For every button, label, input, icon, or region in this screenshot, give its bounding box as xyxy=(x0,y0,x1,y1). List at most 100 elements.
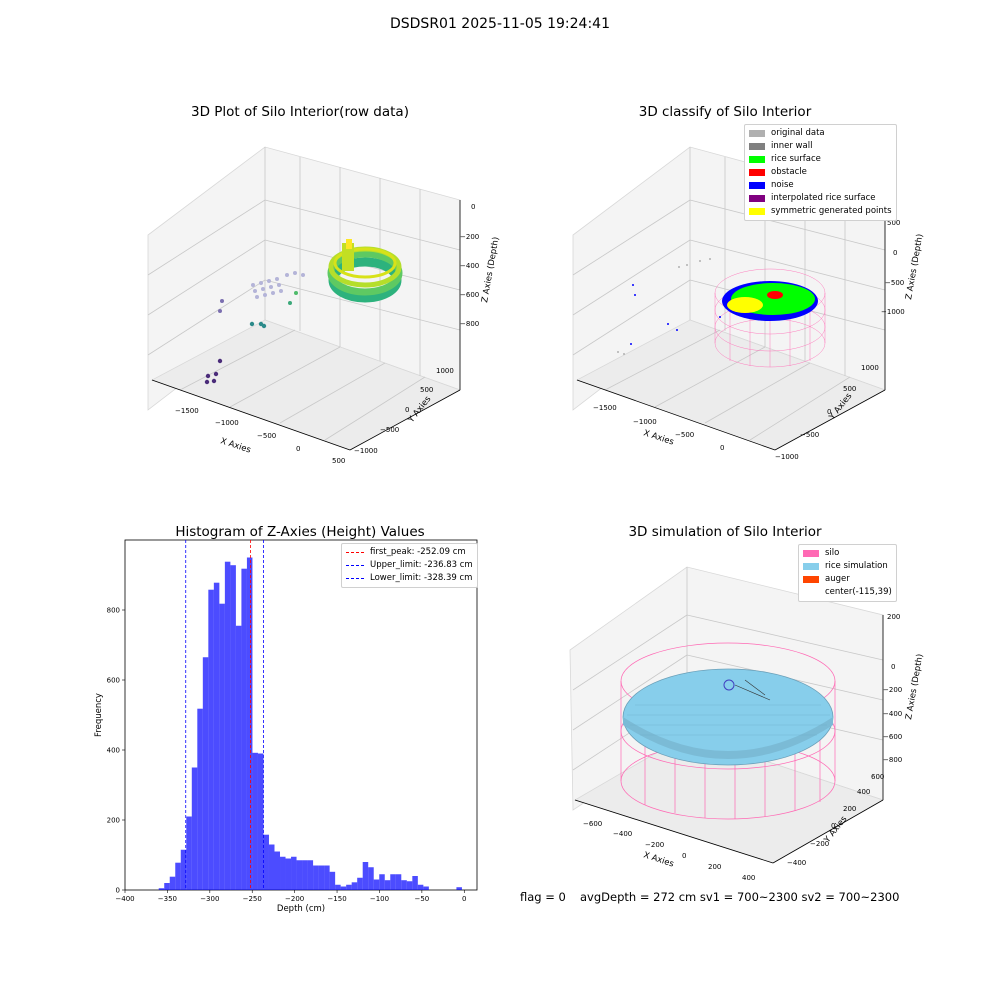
legend-item: silo xyxy=(803,547,892,560)
raw-xtick: 0 xyxy=(296,445,300,453)
legend-item: noise xyxy=(749,179,892,192)
histogram-bar xyxy=(318,865,325,890)
histogram-bar xyxy=(379,874,385,890)
histogram-bar xyxy=(390,874,396,890)
legend-item: Upper_limit: -236.83 cm xyxy=(346,559,473,572)
histogram-bar xyxy=(357,877,363,890)
histogram-bar xyxy=(235,625,242,890)
raw-ztick: −600 xyxy=(460,291,479,299)
histogram-bar xyxy=(296,860,303,890)
legend-line xyxy=(346,578,364,579)
histogram-bar xyxy=(285,858,292,890)
simulation-plot-title: 3D simulation of Silo Interior xyxy=(628,524,822,540)
legend-item: center(-115,39) xyxy=(803,586,892,599)
simulation-legend: silo rice simulation auger center(-115,3… xyxy=(798,544,897,602)
legend-swatch xyxy=(803,589,819,596)
histogram-xtick-label: −250 xyxy=(243,895,262,903)
histogram-bar xyxy=(257,753,264,890)
legend-swatch xyxy=(749,195,765,202)
histogram-bar xyxy=(291,856,297,890)
flag-text: flag = 0 xyxy=(520,890,566,904)
histogram-yticks: 0 200 400 600 800 xyxy=(107,607,125,895)
histogram-bar xyxy=(213,582,220,890)
classify-zlabel: Z Axies (Depth) xyxy=(904,233,925,300)
histogram-xtick-label: −50 xyxy=(414,895,429,903)
histogram-ytick-label: 800 xyxy=(107,607,120,615)
raw-xtick: −500 xyxy=(257,432,276,440)
histogram-bar xyxy=(401,880,407,890)
histogram-legend: first_peak: -252.09 cm Upper_limit: -236… xyxy=(341,543,478,588)
histogram-bar xyxy=(169,876,176,890)
raw-ztick: 0 xyxy=(471,203,475,211)
legend-item: Lower_limit: -328.39 cm xyxy=(346,572,473,585)
simulation-xtick: −400 xyxy=(613,830,632,838)
raw-ytick: −500 xyxy=(380,426,399,434)
histogram-ylabel: Frequency xyxy=(94,693,104,737)
histogram-xlabel: Depth (cm) xyxy=(277,904,325,914)
figure-title: DSDSR01 2025-11-05 19:24:41 xyxy=(389,16,610,32)
legend-label: rice surface xyxy=(771,154,821,164)
histogram-bar xyxy=(197,708,203,890)
raw-ytick: −1000 xyxy=(354,447,378,455)
legend-label: noise xyxy=(771,180,794,190)
histogram-xtick-label: 0 xyxy=(462,895,466,903)
histogram-xtick-label: −300 xyxy=(200,895,219,903)
histogram-bar xyxy=(252,752,258,890)
legend-label: original data xyxy=(771,128,825,138)
simulation-ytick: 600 xyxy=(871,773,884,781)
raw-plot-title: 3D Plot of Silo Interior(row data) xyxy=(191,104,409,120)
legend-label: obstacle xyxy=(771,167,807,177)
histogram-bar xyxy=(241,568,247,890)
simulation-ytick: 200 xyxy=(843,805,856,813)
legend-item: rice simulation xyxy=(803,560,892,573)
raw-zlabel: Z Axies (Depth) xyxy=(480,236,500,303)
raw-xtick: −1500 xyxy=(175,407,199,415)
histogram-bar xyxy=(191,767,198,890)
legend-swatch xyxy=(803,550,819,557)
classify-xtick: −1500 xyxy=(593,404,617,412)
histogram-bar xyxy=(180,849,187,890)
simulation-ytick: −400 xyxy=(787,859,806,867)
classify-ztick: 500 xyxy=(887,219,900,227)
legend-item: first_peak: -252.09 cm xyxy=(346,546,473,559)
histogram-vlines xyxy=(185,540,264,890)
raw-ztick: −400 xyxy=(460,262,479,270)
histogram-bar xyxy=(412,876,418,890)
simulation-xtick: 200 xyxy=(708,863,721,871)
raw-ztick: −200 xyxy=(460,233,479,241)
legend-label: symmetric generated points xyxy=(771,206,892,216)
classify-xtick: −500 xyxy=(675,431,694,439)
classify-legend: original data inner wall rice surface ob… xyxy=(744,124,897,221)
legend-item: rice surface xyxy=(749,153,892,166)
raw-point-cloud xyxy=(204,239,403,385)
histogram-bar xyxy=(230,565,236,890)
simulation-xtick: 400 xyxy=(742,874,755,882)
histogram-bar xyxy=(335,884,341,890)
histogram-bar xyxy=(417,884,424,890)
histogram-bar xyxy=(329,871,336,890)
histogram-frame xyxy=(124,539,478,891)
classify-plot-title: 3D classify of Silo Interior xyxy=(638,104,812,120)
histogram-bar xyxy=(224,561,231,890)
simulation-ztick: −600 xyxy=(883,733,902,741)
histogram-bar xyxy=(362,862,369,890)
histogram-bar xyxy=(307,860,314,890)
legend-label: Lower_limit: -328.39 cm xyxy=(370,573,473,583)
histogram-bar xyxy=(340,886,347,890)
legend-label: silo xyxy=(825,548,840,558)
classify-ytick: 1000 xyxy=(861,364,879,372)
simulation-ztick: −400 xyxy=(883,710,902,718)
raw-3d-plot: −1500 −1000 −500 0 500 −1000 −500 0 500 … xyxy=(147,146,500,465)
histogram-bar xyxy=(351,882,358,890)
histogram-bar xyxy=(302,860,308,890)
histogram-ytick-label: 0 xyxy=(116,887,120,895)
legend-swatch xyxy=(749,169,765,176)
simulation-ytick: 400 xyxy=(857,788,870,796)
histogram-xtick-label: −150 xyxy=(327,895,346,903)
raw-ytick: 0 xyxy=(405,406,409,414)
legend-item: inner wall xyxy=(749,140,892,153)
classify-xtick: −1000 xyxy=(633,418,657,426)
legend-swatch xyxy=(749,143,765,150)
classify-ztick: 0 xyxy=(893,249,897,257)
histogram-bar xyxy=(246,557,253,890)
